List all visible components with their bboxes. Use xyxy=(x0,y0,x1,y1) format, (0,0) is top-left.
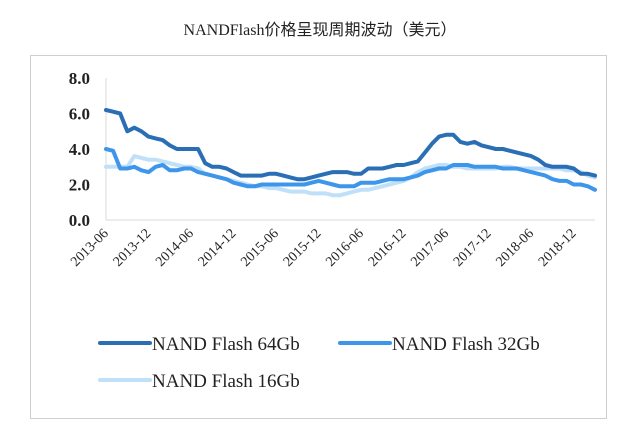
series-line-32gb xyxy=(104,147,597,192)
x-tick-label: 2013-06 xyxy=(68,226,112,270)
x-tick-label: 2014-06 xyxy=(153,226,197,270)
legend-label: NAND Flash 16Gb xyxy=(152,371,300,392)
x-tick-label: 2017-06 xyxy=(408,226,452,270)
chart-frame xyxy=(30,55,607,419)
x-tick-label: 2018-06 xyxy=(493,226,537,270)
y-tick-label: 4.0 xyxy=(69,140,90,159)
legend: NAND Flash 64Gb NAND Flash 32Gb NAND Flash… xyxy=(98,334,540,392)
legend-label: NAND Flash 64Gb xyxy=(152,334,300,355)
x-tick-label: 2018-12 xyxy=(536,226,580,270)
x-tick-label: 2017-12 xyxy=(451,226,495,270)
legend-label: NAND Flash 32Gb xyxy=(392,334,540,355)
x-tick-label: 2015-06 xyxy=(238,226,282,270)
y-tick-label: 8.0 xyxy=(69,69,90,88)
chart-title: NANDFlash价格呈现周期波动（美元） xyxy=(183,22,457,39)
x-tick-label: 2014-12 xyxy=(196,226,240,270)
y-tick-label: 6.0 xyxy=(69,105,90,124)
x-tick-label: 2016-12 xyxy=(366,226,410,270)
x-tick-label: 2013-12 xyxy=(111,226,155,270)
x-tick-label: 2016-06 xyxy=(323,226,367,270)
y-tick-label: 0.0 xyxy=(69,211,90,230)
series-line-16gb xyxy=(104,154,597,198)
series-line-64gb xyxy=(104,108,597,182)
y-tick-label: 2.0 xyxy=(69,176,90,195)
x-tick-label: 2015-12 xyxy=(281,226,325,270)
series-lines xyxy=(104,108,597,198)
